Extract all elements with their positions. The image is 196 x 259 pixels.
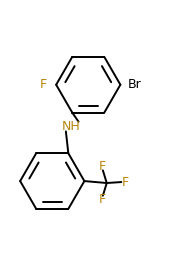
Text: NH: NH <box>61 120 80 133</box>
Text: F: F <box>98 193 105 206</box>
Text: Br: Br <box>128 78 142 91</box>
Text: F: F <box>98 160 105 173</box>
Text: F: F <box>40 78 47 91</box>
Text: F: F <box>122 176 129 189</box>
